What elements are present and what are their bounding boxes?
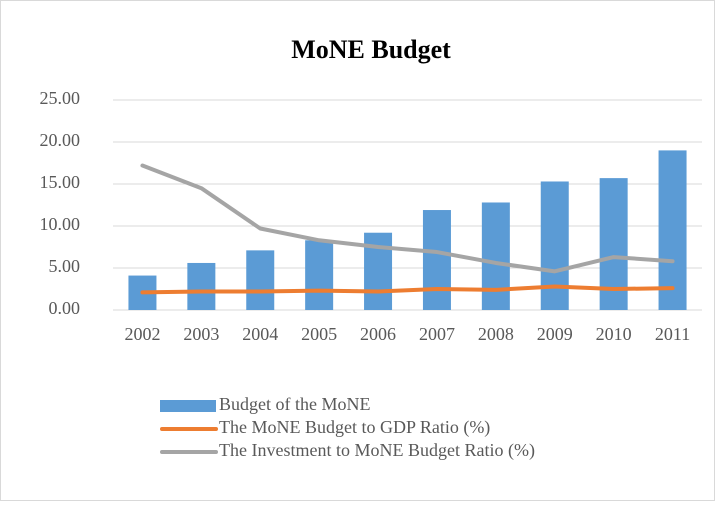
x-tick-label: 2010 (596, 324, 632, 344)
y-tick-label: 5.00 (49, 256, 81, 276)
x-tick-label: 2002 (124, 324, 160, 344)
y-tick-label: 0.00 (49, 298, 81, 318)
legend-label: The MoNE Budget to GDP Ratio (%) (219, 417, 490, 438)
y-tick-label: 15.00 (40, 172, 81, 192)
x-tick-label: 2009 (537, 324, 573, 344)
bar (422, 210, 451, 310)
line (140, 163, 675, 274)
bar (246, 250, 275, 310)
x-tick-label: 2004 (242, 324, 278, 344)
bar (540, 181, 569, 310)
chart-title: MoNE Budget (291, 35, 451, 64)
line (140, 284, 675, 295)
y-tick-label: 20.00 (40, 130, 81, 150)
bar (658, 150, 687, 310)
legend-swatch (160, 400, 216, 412)
legend-label: The Investment to MoNE Budget Ratio (%) (219, 440, 535, 461)
legend-label: Budget of the MoNE (219, 394, 370, 414)
bar (305, 240, 334, 310)
x-tick-label: 2003 (183, 324, 219, 344)
y-tick-label: 25.00 (40, 88, 81, 108)
x-tick-label: 2011 (655, 324, 690, 344)
x-tick-label: 2007 (419, 324, 455, 344)
x-tick-label: 2008 (478, 324, 514, 344)
x-tick-label: 2005 (301, 324, 337, 344)
x-tick-label: 2006 (360, 324, 396, 344)
bar (481, 202, 510, 310)
bar (187, 262, 216, 310)
y-tick-label: 10.00 (40, 214, 81, 234)
